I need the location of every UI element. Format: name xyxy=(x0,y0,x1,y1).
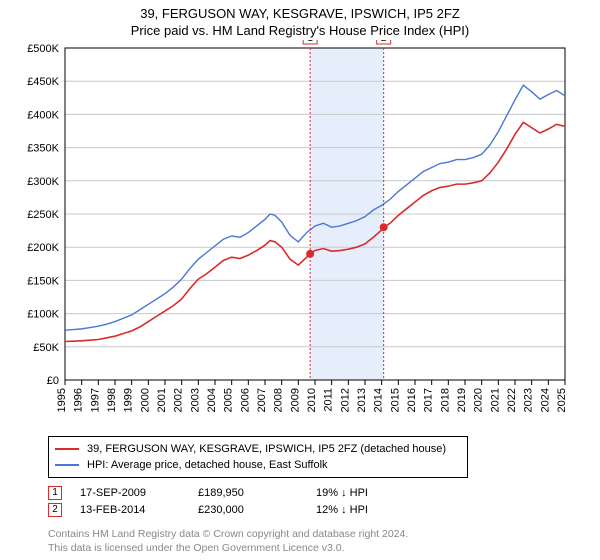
svg-text:2000: 2000 xyxy=(139,388,151,412)
svg-text:1999: 1999 xyxy=(123,388,135,412)
svg-text:1997: 1997 xyxy=(89,388,101,412)
footer-line-1: Contains HM Land Registry data © Crown c… xyxy=(48,527,600,541)
svg-text:2019: 2019 xyxy=(456,388,468,412)
sale-events: 1 17-SEP-2009 £189,950 19% ↓ HPI 2 13-FE… xyxy=(48,486,600,517)
svg-text:2017: 2017 xyxy=(423,388,435,412)
svg-text:2003: 2003 xyxy=(189,388,201,412)
page: 39, FERGUSON WAY, KESGRAVE, IPSWICH, IP5… xyxy=(0,0,600,555)
svg-text:2023: 2023 xyxy=(523,388,535,412)
legend: 39, FERGUSON WAY, KESGRAVE, IPSWICH, IP5… xyxy=(48,436,468,478)
svg-text:2016: 2016 xyxy=(406,388,418,412)
footer-line-2: This data is licensed under the Open Gov… xyxy=(48,541,600,555)
svg-text:2002: 2002 xyxy=(173,388,185,412)
svg-text:£350K: £350K xyxy=(27,143,59,155)
svg-text:2020: 2020 xyxy=(473,388,485,412)
svg-text:2012: 2012 xyxy=(339,388,351,412)
svg-text:2010: 2010 xyxy=(306,388,318,412)
svg-text:2021: 2021 xyxy=(489,388,501,412)
title-main: 39, FERGUSON WAY, KESGRAVE, IPSWICH, IP5… xyxy=(0,6,600,21)
svg-text:2006: 2006 xyxy=(239,388,251,412)
legend-item-series-2: HPI: Average price, detached house, East… xyxy=(55,457,461,473)
chart-area: £0 £50K £100K £150K £200K £250K £300K £350K £400… xyxy=(15,40,575,430)
svg-text:1: 1 xyxy=(307,40,313,44)
event-row-1: 1 17-SEP-2009 £189,950 19% ↓ HPI xyxy=(48,486,600,500)
svg-text:2011: 2011 xyxy=(323,388,335,412)
title-sub: Price paid vs. HM Land Registry's House … xyxy=(0,23,600,38)
svg-text:£450K: £450K xyxy=(27,76,59,88)
svg-text:£300K: £300K xyxy=(27,176,59,188)
svg-text:£50K: £50K xyxy=(33,342,59,354)
event-price-1: £189,950 xyxy=(198,487,298,499)
svg-text:1996: 1996 xyxy=(73,388,85,412)
legend-label-1: 39, FERGUSON WAY, KESGRAVE, IPSWICH, IP5… xyxy=(87,441,446,457)
footer: Contains HM Land Registry data © Crown c… xyxy=(48,527,600,555)
legend-label-2: HPI: Average price, detached house, East… xyxy=(87,457,328,473)
svg-text:2005: 2005 xyxy=(223,388,235,412)
svg-text:£0: £0 xyxy=(47,375,59,387)
event-date-2: 13-FEB-2014 xyxy=(80,504,180,516)
svg-text:2014: 2014 xyxy=(373,388,385,412)
svg-text:2: 2 xyxy=(381,40,387,44)
svg-text:£500K: £500K xyxy=(27,43,59,55)
svg-text:2025: 2025 xyxy=(556,388,568,412)
event-marker-1: 1 xyxy=(48,486,62,500)
svg-text:2008: 2008 xyxy=(273,388,285,412)
event-row-2: 2 13-FEB-2014 £230,000 12% ↓ HPI xyxy=(48,503,600,517)
event-diff-2: 12% ↓ HPI xyxy=(316,504,416,516)
svg-text:£400K: £400K xyxy=(27,109,59,121)
svg-text:2001: 2001 xyxy=(156,388,168,412)
legend-swatch-1 xyxy=(55,448,79,450)
svg-text:2015: 2015 xyxy=(389,388,401,412)
svg-text:2018: 2018 xyxy=(439,388,451,412)
svg-text:2009: 2009 xyxy=(289,388,301,412)
svg-text:£250K: £250K xyxy=(27,209,59,221)
legend-swatch-2 xyxy=(55,464,79,466)
legend-item-series-1: 39, FERGUSON WAY, KESGRAVE, IPSWICH, IP5… xyxy=(55,441,461,457)
svg-text:2013: 2013 xyxy=(356,388,368,412)
svg-text:2007: 2007 xyxy=(256,388,268,412)
svg-text:£150K: £150K xyxy=(27,275,59,287)
svg-text:2022: 2022 xyxy=(506,388,518,412)
event-diff-1: 19% ↓ HPI xyxy=(316,487,416,499)
svg-text:£200K: £200K xyxy=(27,242,59,254)
svg-text:1995: 1995 xyxy=(56,388,68,412)
line-chart: £0 £50K £100K £150K £200K £250K £300K £350K £400… xyxy=(15,40,575,430)
chart-titles: 39, FERGUSON WAY, KESGRAVE, IPSWICH, IP5… xyxy=(0,0,600,40)
svg-text:1998: 1998 xyxy=(106,388,118,412)
svg-text:£100K: £100K xyxy=(27,309,59,321)
event-date-1: 17-SEP-2009 xyxy=(80,487,180,499)
svg-text:2024: 2024 xyxy=(539,388,551,412)
event-price-2: £230,000 xyxy=(198,504,298,516)
event-marker-2: 2 xyxy=(48,503,62,517)
svg-text:2004: 2004 xyxy=(206,388,218,412)
